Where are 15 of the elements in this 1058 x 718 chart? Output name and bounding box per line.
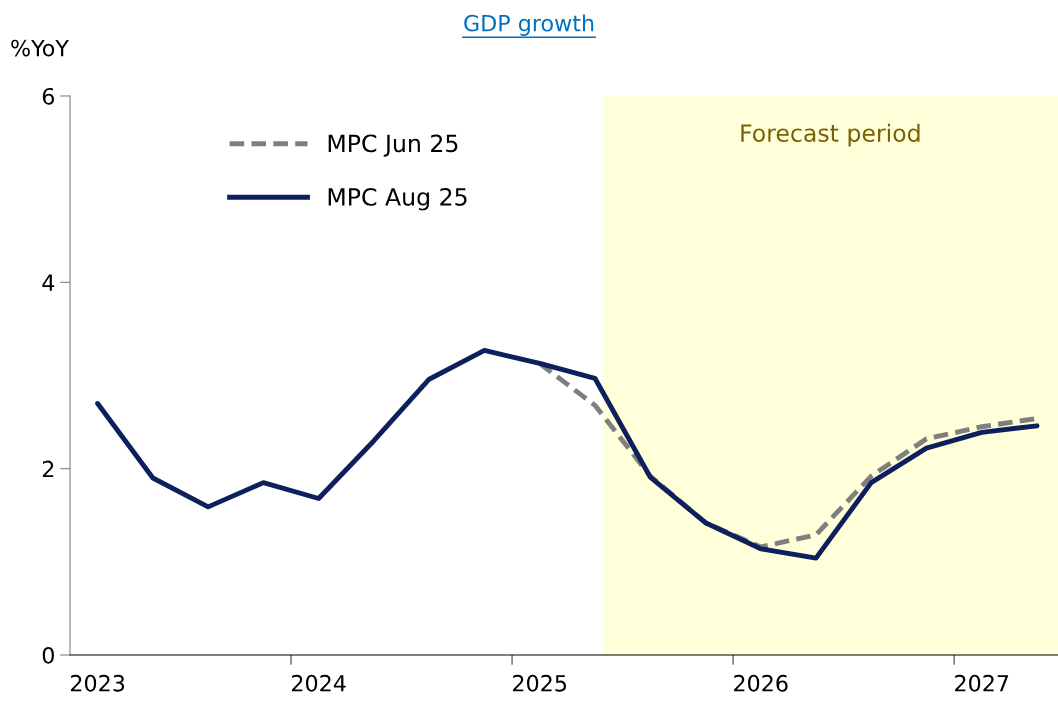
y-tick-label: 0 [42,646,54,664]
x-tick-label: 2025 [513,674,567,692]
y-tick-label: 2 [42,460,54,478]
x-tick-label: 2024 [292,674,346,692]
legend-label: MPC Jun 25 [328,134,458,157]
y-tick-label: 6 [42,87,55,105]
y-tick-label: 4 [42,274,55,291]
y-axis-title: %YoY [11,39,69,57]
chart-title: GDP growth [464,14,594,36]
line-series [95,347,1040,561]
legend-label: MPC Aug 25 [328,187,467,211]
x-tick-label: 2027 [955,674,1009,692]
x-tick-label: 2023 [70,674,125,692]
band-label: Forecast period [741,123,920,147]
x-tick-label: 2026 [734,674,788,692]
